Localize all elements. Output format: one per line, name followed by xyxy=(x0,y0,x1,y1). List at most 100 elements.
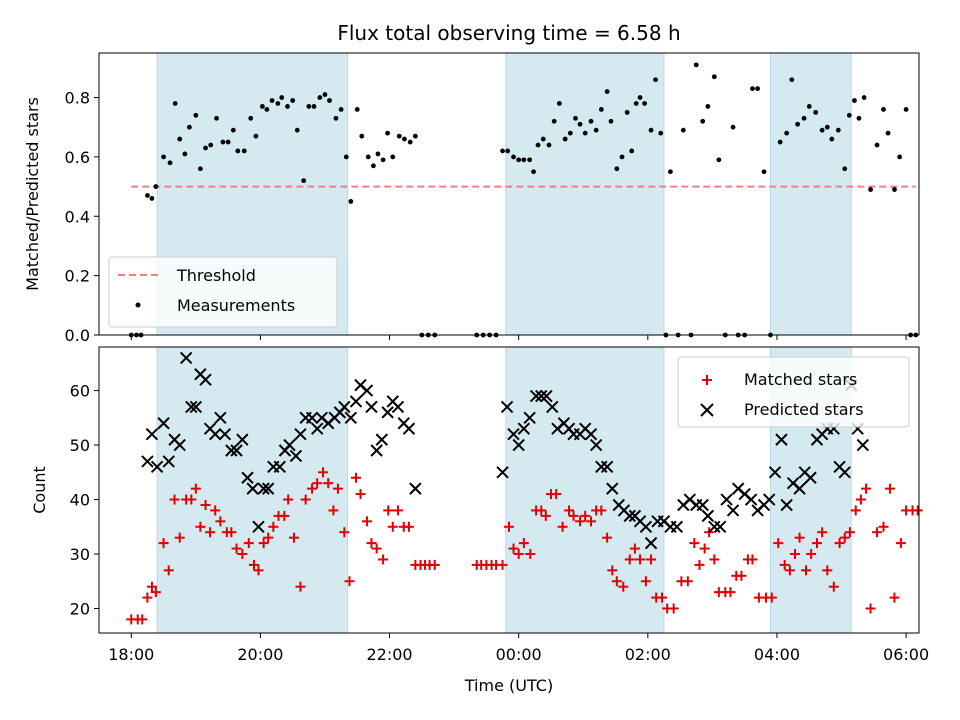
matched-star-point xyxy=(682,576,693,587)
y-tick-label: 0.8 xyxy=(65,89,90,108)
matched-star-point xyxy=(828,581,839,592)
measurement-point xyxy=(856,115,862,121)
shaded-interval xyxy=(769,52,852,336)
measurement-point xyxy=(874,142,880,148)
predicted-star-point xyxy=(708,520,721,533)
predicted-star-point xyxy=(512,438,525,452)
top-panel: 0.00.20.40.60.8 Matched/Predicted stars … xyxy=(23,52,920,345)
predicted-star-point xyxy=(670,520,684,533)
y-tick-label: 0.0 xyxy=(65,326,90,345)
predicted-star-point xyxy=(289,449,303,463)
matched-star-point xyxy=(195,521,206,532)
measurement-point xyxy=(573,115,578,121)
matched-star-point xyxy=(190,483,201,494)
measurement-point xyxy=(259,104,265,109)
bottom-panel: 20 30 40 50 60 18:00 20:00 22:00 00:00 02:00 04:0… xyxy=(30,346,929,695)
top-y-axis: 0.0 0.2 0.4 0.6 0.8 xyxy=(65,89,99,345)
measurement-point xyxy=(290,98,296,103)
matched-star-point xyxy=(551,489,562,500)
predicted-star-point xyxy=(720,493,733,506)
predicted-star-point xyxy=(696,498,709,512)
matched-star-point xyxy=(575,516,586,527)
predicted-star-point xyxy=(199,373,212,386)
predicted-star-point xyxy=(230,444,243,457)
predicted-star-point xyxy=(241,471,254,484)
predicted-star-point xyxy=(589,438,603,452)
measurement-point xyxy=(311,104,317,109)
matched-star-point xyxy=(383,505,394,516)
predicted-star-point xyxy=(535,389,548,403)
matched-star-point xyxy=(215,516,226,527)
predicted-star-point xyxy=(496,466,509,479)
measurement-point xyxy=(711,74,717,80)
measurement-point xyxy=(275,101,281,106)
measurement-point xyxy=(253,133,259,139)
measurement-point xyxy=(750,86,755,92)
predicted-star-point xyxy=(375,433,389,446)
matched-star-point xyxy=(822,565,833,576)
matched-star-point xyxy=(295,581,306,592)
measurement-point xyxy=(402,136,407,142)
matched-star-point xyxy=(339,527,350,538)
measurement-point xyxy=(161,154,166,160)
predicted-star-point xyxy=(517,422,531,435)
measurement-point xyxy=(604,89,610,94)
measurement-point xyxy=(761,169,767,175)
measurement-point xyxy=(322,92,328,97)
measurement-point xyxy=(390,154,396,160)
measurement-point xyxy=(846,112,852,118)
matched-star-point xyxy=(834,538,845,549)
top-plot-frame xyxy=(98,52,920,336)
measurement-point xyxy=(193,112,199,118)
measurement-point xyxy=(668,169,673,175)
matched-star-point xyxy=(344,576,355,587)
matched-star-point xyxy=(205,527,216,538)
measurement-point xyxy=(214,115,219,121)
matched-star-point xyxy=(895,538,906,549)
measurement-point xyxy=(371,163,376,169)
shaded-interval xyxy=(505,346,665,634)
matched-star-point xyxy=(646,554,657,565)
matched-star-point xyxy=(784,565,795,576)
predicted-star-point xyxy=(793,482,806,495)
measurement-point xyxy=(693,62,699,68)
predicted-star-point xyxy=(507,427,520,441)
predicted-star-point xyxy=(218,427,232,441)
measurement-point xyxy=(842,166,848,172)
x-tick-label: 20:00 xyxy=(237,645,283,664)
predicted-star-point xyxy=(294,427,307,441)
predicted-star-point xyxy=(606,482,619,495)
matched-star-point xyxy=(263,532,274,543)
measurement-point xyxy=(380,157,386,163)
measurement-point xyxy=(624,109,630,115)
matched-star-point xyxy=(607,565,618,576)
matched-star-point xyxy=(186,494,197,505)
predicted-star-point xyxy=(179,351,193,365)
matched-star-point xyxy=(817,527,828,538)
measurement-point xyxy=(294,127,300,133)
measurement-point xyxy=(306,104,312,109)
matched-star-point xyxy=(640,576,651,587)
measurement-point xyxy=(343,154,349,160)
measurement-point xyxy=(784,130,790,136)
predicted-star-point xyxy=(141,455,154,468)
legend-threshold-label: Threshold xyxy=(176,266,256,285)
predicted-star-point xyxy=(338,400,351,414)
matched-star-point xyxy=(355,489,366,500)
matched-star-point xyxy=(146,581,157,592)
matched-star-point xyxy=(794,532,805,543)
matched-star-point xyxy=(618,581,629,592)
measurement-point xyxy=(396,133,402,139)
matched-star-point xyxy=(253,565,264,576)
measurement-point xyxy=(806,104,812,109)
predicted-star-point xyxy=(644,536,658,550)
measurement-point xyxy=(407,139,413,145)
predicted-star-point xyxy=(540,389,553,403)
measurement-point xyxy=(819,127,825,133)
matched-star-point xyxy=(596,505,607,516)
measurement-point xyxy=(642,101,647,106)
shaded-interval xyxy=(505,52,665,336)
measurement-point xyxy=(852,98,857,103)
measurement-point xyxy=(333,115,339,121)
matched-star-point xyxy=(518,538,529,549)
